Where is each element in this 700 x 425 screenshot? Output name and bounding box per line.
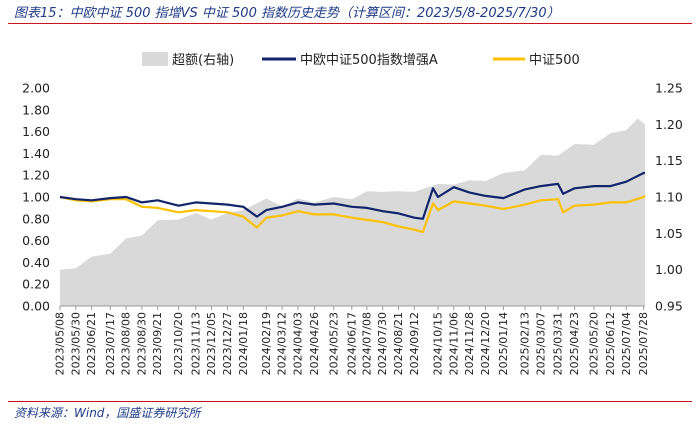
- chart-canvas: 超额(右轴) 中欧中证500指数增强A 中证500 0.00 0.20 0.40 0.60…: [22, 52, 683, 376]
- left-y-tick-label: 1.20: [22, 168, 50, 183]
- left-y-tick-label: 0.00: [22, 299, 50, 314]
- legend-swatch-excess: [142, 52, 168, 66]
- excess-area: [60, 118, 645, 306]
- x-tick-label: 2024/10/15: [432, 312, 445, 375]
- x-tick-label: 2024/08/21: [392, 312, 405, 375]
- x-tick-label: 2025/07/28: [637, 312, 650, 375]
- source-note: 资料来源：Wind，国盛证券研究所: [14, 406, 201, 420]
- x-tick-label: 2025/03/31: [552, 312, 565, 375]
- x-tick-label: 2023/06/21: [85, 312, 98, 375]
- line-layer: [59, 171, 646, 233]
- x-tick-label: 2023/05/08: [54, 312, 67, 375]
- x-tick-label: 2025/04/23: [568, 312, 581, 375]
- x-tick-label: 2024/04/03: [291, 312, 304, 375]
- x-tick-label: 2023/11/13: [189, 312, 202, 375]
- x-tick-label: 2024/11/06: [447, 312, 460, 375]
- x-tick-label: 2024/11/28: [463, 312, 476, 375]
- x-tick-label: 2025/02/13: [519, 312, 532, 375]
- left-y-tick-label: 2.00: [22, 81, 50, 96]
- legend-label-index: 中证500: [529, 53, 580, 68]
- x-tick-label: 2023/08/30: [135, 312, 148, 375]
- fund-line-zhongou-500-enhanced: [59, 171, 645, 220]
- right-y-tick-label: 1.15: [655, 153, 683, 168]
- right-y-tick-label: 1.25: [655, 81, 683, 96]
- left-y-tick-label: 0.40: [22, 255, 50, 270]
- left-y-tick-label: 0.20: [22, 277, 50, 292]
- x-tick-label: 2024/12/20: [479, 312, 492, 375]
- x-tick-label: 2025/03/07: [534, 312, 547, 375]
- x-tick-label: 2023/05/30: [69, 312, 82, 375]
- left-y-tick-label: 1.60: [22, 124, 50, 139]
- x-tick-label: 2025/01/14: [497, 312, 510, 375]
- legend: 超额(右轴) 中欧中证500指数增强A 中证500: [142, 52, 580, 68]
- excess-area-layer: [60, 118, 645, 306]
- right-y-tick-label: 1.05: [655, 226, 683, 241]
- x-tick-label: 2024/02/19: [260, 312, 273, 375]
- x-tick-label: 2024/03/12: [276, 312, 289, 375]
- x-tick-label: 2024/01/18: [237, 312, 250, 375]
- left-y-tick-label: 0.80: [22, 211, 50, 226]
- left-y-tick-label: 1.00: [22, 190, 50, 205]
- title-rule: [8, 23, 692, 24]
- x-tick-label: 2024/07/30: [376, 312, 389, 375]
- left-y-tick-label: 0.60: [22, 233, 50, 248]
- x-tick-label: 2025/07/04: [620, 312, 633, 375]
- source-rule: [8, 401, 692, 402]
- chart-title: 图表15：中欧中证 500 指增VS 中证 500 指数历史走势（计算区间：20…: [14, 6, 560, 21]
- x-tick-label: 2023/12/27: [221, 312, 234, 375]
- left-y-tick-label: 1.40: [22, 146, 50, 161]
- left-y-tick-label: 1.80: [22, 102, 50, 117]
- legend-label-excess: 超额(右轴): [172, 53, 234, 68]
- x-tick-label: 2024/09/12: [408, 312, 421, 375]
- x-tick-label: 2024/04/26: [308, 312, 321, 375]
- right-y-tick-label: 1.20: [655, 117, 683, 132]
- legend-label-fund: 中欧中证500指数增强A: [300, 53, 438, 68]
- x-tick-label: 2023/09/21: [151, 312, 164, 375]
- x-tick-label: 2024/06/17: [345, 312, 358, 375]
- right-y-tick-label: 1.10: [655, 190, 683, 205]
- x-tick-label: 2024/05/23: [327, 312, 340, 375]
- index-line-csi500: [59, 195, 646, 233]
- x-tick-label: 2023/08/08: [120, 312, 133, 375]
- x-tick-label: 2023/10/20: [172, 312, 185, 375]
- x-tick-label: 2025/05/20: [588, 312, 601, 375]
- right-y-tick-label: 0.95: [655, 299, 683, 314]
- x-tick-label: 2023/07/17: [104, 312, 117, 375]
- right-y-tick-label: 1.00: [655, 262, 683, 277]
- x-tick-label: 2024/07/08: [360, 312, 373, 375]
- x-tick-label: 2025/06/12: [604, 312, 617, 375]
- x-tick-label: 2023/12/05: [205, 312, 218, 375]
- axis-layer: 0.00 0.20 0.40 0.60 0.80 1.00 1.20 1.40 1.60 1.80…: [22, 81, 683, 376]
